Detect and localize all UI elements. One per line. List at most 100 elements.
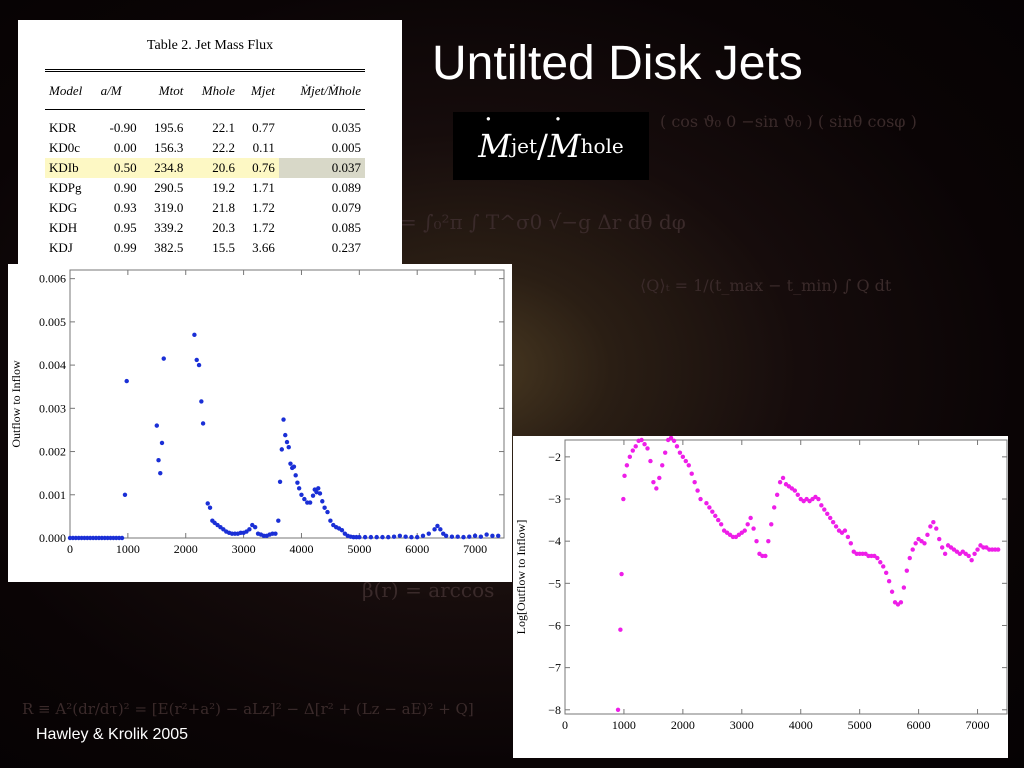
data-point [158,470,163,476]
y-tick-label: −3 [548,492,561,506]
data-point [293,473,298,478]
formula-denominator: M [548,105,581,165]
y-tick-label: −4 [548,534,561,548]
data-point [627,454,633,460]
data-point [426,531,431,536]
table-row: KDG 0.93 319.0 21.8 1.72 0.079 [45,198,365,218]
data-point [380,534,385,540]
data-point [842,528,848,533]
data-point [889,589,895,594]
table-row: KDPg 0.90 290.5 19.2 1.71 0.089 [45,178,365,198]
table-cell: 234.8 [140,158,188,178]
table-cell: 0.089 [331,180,361,195]
data-point [281,417,286,422]
table-caption: Table 2. Jet Mass Flux [146,38,274,53]
table-row: KDJ 0.99 382.5 15.5 3.66 0.237 [45,238,365,258]
data-point [478,534,484,539]
table-cell: 0.50 [96,158,141,178]
table-cell: 1.72 [252,220,275,235]
data-point [357,534,362,540]
data-point [618,627,623,632]
data-point [328,518,333,523]
data-point [942,551,948,557]
table-cell: 15.5 [212,240,235,255]
table-cell: 0.035 [331,120,361,135]
x-tick-label: 6000 [907,718,931,732]
data-point [310,493,316,498]
data-point [288,461,293,466]
data-point [848,541,854,546]
data-point [774,492,780,497]
data-point [279,447,284,452]
table-row: KDH 0.95 339.2 20.3 1.72 0.085 [45,218,365,238]
data-point [772,505,777,510]
data-point [449,534,455,539]
table-cell: 19.2 [212,180,235,195]
data-point [668,435,674,441]
data-point [934,526,939,531]
data-point [966,553,971,559]
data-point [662,450,668,455]
data-point [642,442,647,447]
y-tick-label: 0.003 [39,401,66,415]
data-point [777,479,783,485]
attribution: Hawley & Krolik 2005 [36,726,189,743]
x-tick-label: 4000 [789,718,813,732]
table-cell: 0.99 [113,240,137,255]
data-point [645,446,650,451]
data-point [878,560,883,565]
data-point [695,488,700,493]
data-point [192,332,197,338]
table-cell: 22.1 [212,120,235,135]
data-point [630,448,635,453]
x-tick-label: 5000 [848,718,872,732]
background-equation: = ∫₀²π ∫ T^σ0 √−g Δr dθ dφ [400,210,686,234]
table-cell: 290.5 [154,180,184,195]
table-cell: 1.72 [252,200,275,215]
data-point [972,551,977,557]
data-point [484,532,489,537]
table-cell: 319.0 [154,200,184,215]
log-outflow-inflow-plot: 0 1000 2000 3000 4000 5000 6000 7000 −8 −7 −6 −5 −4 −… [513,435,1008,758]
data-point [362,534,368,540]
data-point [931,520,936,525]
data-point [742,528,747,533]
data-point [295,480,300,485]
data-point [769,522,774,527]
background-equation: ( cos ϑ₀ 0 −sin ϑ₀ ) ( sinθ cosφ ) [660,112,917,131]
plot-frame [564,439,1008,715]
table-cell: 22.2 [212,140,235,155]
table-cell: 0.76 [238,158,279,178]
data-point [276,518,281,523]
x-tick-label: 7000 [463,542,487,556]
data-point [283,432,288,438]
data-point [443,533,449,539]
data-point [325,509,330,515]
table-row: KDR -0.90 195.6 22.1 0.77 0.035 [45,110,365,139]
data-point [828,515,833,521]
data-point [683,458,689,464]
data-point [467,534,472,539]
table-header-cell: a/M [100,82,122,98]
table-header-cell: Mtot [158,82,184,98]
table-cell: 0.005 [331,140,361,155]
data-point [671,438,677,444]
data-point [763,553,768,559]
table-cell: 0.079 [331,200,361,215]
data-point [397,533,403,539]
y-tick-label: 0.006 [39,272,66,286]
y-tick-label: 0.004 [39,358,66,372]
data-point [674,444,680,449]
data-point [898,600,904,605]
data-point [833,524,839,529]
table-cell: 195.6 [154,120,184,135]
table-cell: 382.5 [154,240,184,255]
data-point [296,486,302,491]
data-point [698,496,703,502]
data-point [639,437,644,443]
data-point [651,479,656,485]
data-point [875,555,880,561]
formula-slash: / [537,127,548,165]
data-point [409,534,414,540]
table-cell: 0.77 [252,120,275,135]
